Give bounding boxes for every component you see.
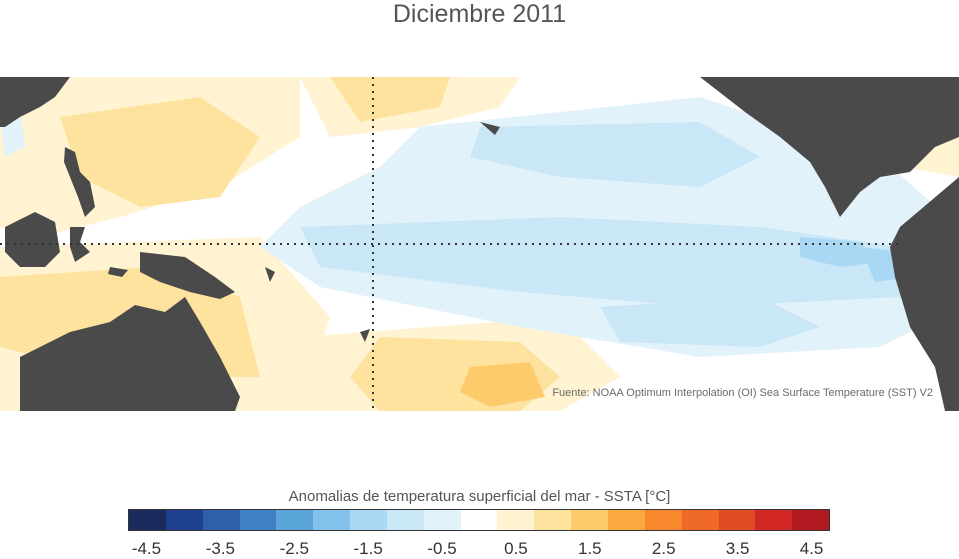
island (480, 122, 500, 135)
gridlines (0, 77, 900, 411)
colorbar-tick-label: 4.5 (799, 539, 824, 558)
ssta-map (0, 77, 959, 411)
new-guinea-island (140, 252, 235, 299)
colorbar (128, 509, 830, 531)
colorbar-cell (460, 510, 498, 530)
cool-anomaly-region (600, 297, 820, 347)
map-canvas (0, 77, 959, 411)
map-title: Diciembre 2011 (392, 0, 567, 28)
colorbar-cell (386, 510, 424, 530)
island (360, 329, 370, 342)
colorbar-tick-label: 1.5 (578, 539, 602, 558)
colorbar-tick-label: -4.5 (131, 539, 162, 558)
borneo-island (5, 212, 60, 267)
colorbar-tick-label: 3.5 (725, 539, 750, 558)
philippines-islands (64, 147, 95, 217)
colorbar-cell (165, 510, 203, 530)
colorbar-ticks: -4.5 -3.5 -2.5 -1.5 -0.5 0.5 1.5 2.5 3.5 4.5 (0, 539, 959, 558)
colorbar-cell (202, 510, 240, 530)
land-layer (0, 77, 959, 411)
australia-landmass (20, 297, 240, 411)
colorbar-cell (497, 510, 535, 530)
cool-anomaly-region (300, 217, 940, 307)
colorbar-cell (129, 510, 166, 530)
island (108, 267, 128, 277)
south-america-landmass (890, 177, 959, 411)
warm-anomaly-region (60, 97, 260, 207)
caribbean-islands (880, 117, 955, 132)
colorbar-tick-label: -1.5 (353, 539, 383, 558)
legend-title: Anomalias de temperatura superficial del… (288, 488, 671, 505)
colorbar-tick-label: 2.5 (651, 539, 676, 558)
colorbar-cell (644, 510, 682, 530)
colorbar-tick-label: -0.5 (427, 539, 457, 558)
colorbar-cell (792, 510, 830, 530)
colorbar-cell (239, 510, 277, 530)
sulawesi-island (70, 227, 90, 262)
colorbar-tick-label: 0.5 (504, 539, 528, 558)
island (265, 267, 275, 282)
asia-landmass (0, 77, 70, 127)
colorbar-cell (607, 510, 645, 530)
colorbar-cell (718, 510, 756, 530)
colorbar-cell (534, 510, 572, 530)
cool-anomaly-region (470, 122, 760, 187)
colorbar-cell (313, 510, 351, 530)
colorbar-tick-label: -2.5 (279, 539, 309, 558)
colorbar-cell (276, 510, 314, 530)
warm-anomaly-region (330, 77, 450, 122)
source-caption: Fuente: NOAA Optimum Interpolation (OI) … (552, 387, 933, 399)
colorbar-cell (681, 510, 719, 530)
colorbar-cell (423, 510, 461, 530)
colorbar-cell (755, 510, 793, 530)
warm-anomaly-region (460, 362, 545, 407)
cool-anomaly-layer (0, 97, 959, 357)
colorbar-cell (350, 510, 387, 530)
colorbar-cell (571, 510, 608, 530)
cuba-island (870, 102, 935, 115)
colorbar-tick-label: -3.5 (205, 539, 236, 558)
